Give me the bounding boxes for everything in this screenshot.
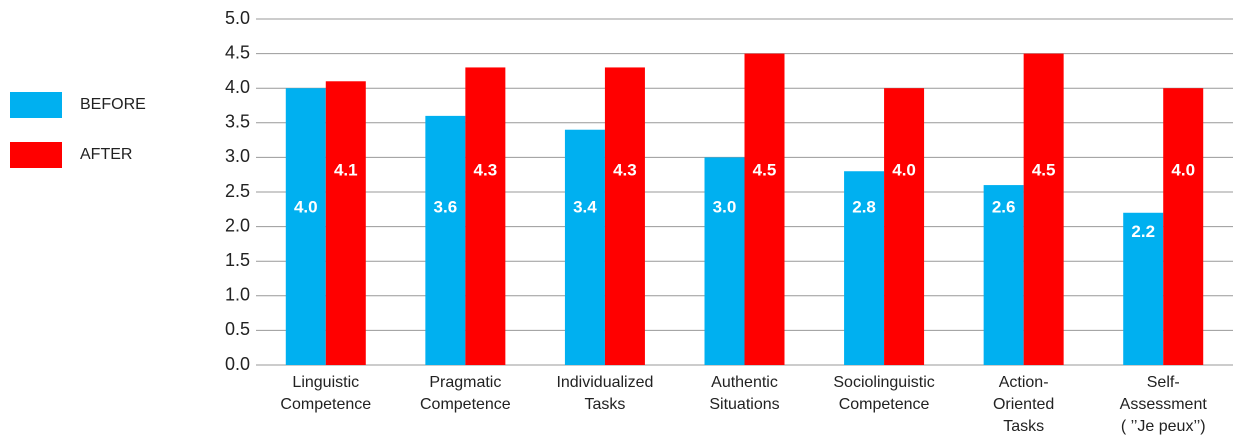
x-tick-label: Linguistic: [292, 374, 359, 391]
x-tick-label: ( ’’Je peux’’): [1121, 418, 1206, 435]
x-tick-label: Self-: [1147, 374, 1180, 391]
bar: [604, 67, 645, 365]
y-tick-label: 2.5: [225, 181, 250, 201]
bar: [1023, 53, 1064, 365]
x-tick-label: Oriented: [993, 396, 1054, 413]
value-label: 4.5: [1032, 160, 1056, 179]
y-tick-label: 1.0: [225, 285, 250, 305]
value-label: 4.0: [1171, 160, 1195, 179]
x-tick-label: Action-: [999, 374, 1049, 391]
y-tick-label: 3.5: [225, 112, 250, 132]
y-tick-label: 4.5: [225, 42, 250, 62]
value-label: 4.5: [753, 160, 777, 179]
x-tick-label: Competence: [420, 396, 511, 413]
value-label: 4.0: [294, 197, 318, 216]
bar: [704, 157, 745, 365]
x-tick-label: Individualized: [556, 374, 653, 391]
value-label: 2.8: [852, 197, 876, 216]
bar: [983, 185, 1024, 365]
value-label: 4.3: [474, 160, 498, 179]
x-tick-label: Competence: [280, 396, 371, 413]
value-label: 4.1: [334, 160, 358, 179]
value-label: 3.4: [573, 197, 597, 216]
x-tick-label: Assessment: [1120, 396, 1208, 413]
value-label: 2.2: [1131, 222, 1155, 241]
x-tick-label: Pragmatic: [429, 374, 501, 391]
value-label: 3.0: [713, 197, 737, 216]
bar: [744, 53, 785, 365]
y-tick-label: 0.0: [225, 354, 250, 374]
bar: [325, 81, 366, 365]
x-tick-label: Competence: [839, 396, 930, 413]
bar: [1123, 212, 1164, 365]
x-tick-label: Situations: [709, 396, 779, 413]
bar: [564, 129, 605, 365]
bar: [425, 115, 466, 365]
bar: [285, 88, 326, 365]
value-label: 4.0: [892, 160, 916, 179]
bar: [844, 171, 885, 365]
y-tick-label: 0.5: [225, 319, 250, 339]
value-label: 4.3: [613, 160, 637, 179]
legend-label: AFTER: [80, 146, 132, 163]
y-tick-label: 3.0: [225, 146, 250, 166]
legend-label: BEFORE: [80, 96, 146, 113]
y-tick-label: 1.5: [225, 250, 250, 270]
x-tick-label: Tasks: [584, 396, 625, 413]
value-label: 2.6: [992, 197, 1016, 216]
legend-swatch: [10, 92, 62, 118]
x-tick-label: Sociolinguistic: [833, 374, 934, 391]
x-tick-label: Authentic: [711, 374, 778, 391]
value-label: 3.6: [434, 197, 458, 216]
y-tick-label: 2.0: [225, 215, 250, 235]
y-tick-label: 5.0: [225, 8, 250, 28]
x-tick-label: Tasks: [1003, 418, 1044, 435]
bar: [465, 67, 506, 365]
y-tick-label: 4.0: [225, 77, 250, 97]
bar: [1163, 88, 1204, 365]
legend-swatch: [10, 142, 62, 168]
bar: [884, 88, 925, 365]
